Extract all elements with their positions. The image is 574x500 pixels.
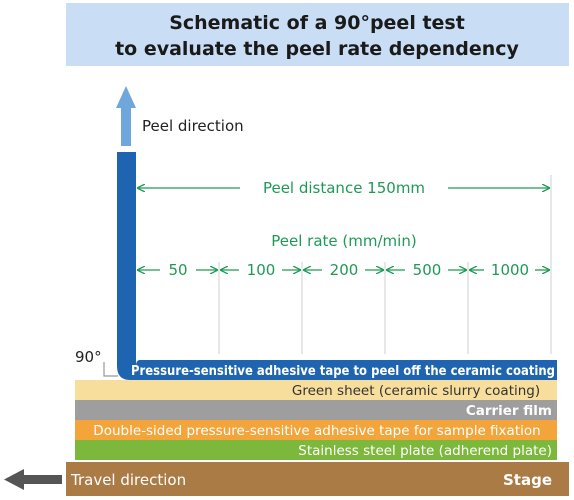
rate-boundary-lines	[218, 175, 552, 354]
stage-layer	[66, 462, 569, 496]
peel-rate-value: 200	[330, 261, 359, 279]
travel-direction-arrow-icon	[4, 469, 62, 490]
title-line-2: to evaluate the peel rate dependency	[115, 38, 519, 60]
angle-bracket	[103, 362, 118, 377]
green-sheet-layer	[75, 380, 557, 400]
peel-rate-segment-5: 1000	[470, 261, 549, 279]
double-sided-tape-label: Double-sided pressure-sensitive adhesive…	[93, 423, 540, 439]
peel-rate-value: 1000	[491, 261, 529, 279]
double-sided-tape-layer	[75, 420, 557, 440]
peel-rate-value: 50	[168, 261, 187, 279]
peel-distance-label: Peel distance 150mm	[263, 179, 425, 197]
peel-rate-segment-2: 100	[221, 261, 300, 279]
carrier-film-label: Carrier film	[466, 403, 552, 419]
peel-rate-segment-3: 200	[304, 261, 383, 279]
steel-plate-layer	[75, 440, 557, 460]
peel-direction-label: Peel direction	[142, 117, 244, 135]
peel-direction-arrow-icon	[116, 86, 136, 146]
tape-layer-label: Pressure-sensitive adhesive tape to peel…	[131, 363, 555, 379]
title-box	[66, 3, 569, 66]
title-line-1: Schematic of a 90°peel test	[169, 12, 465, 34]
steel-plate-label: Stainless steel plate (adherend plate)	[298, 443, 552, 459]
peel-rate-value: 500	[413, 261, 442, 279]
peel-rate-label: Peel rate (mm/min)	[271, 232, 416, 250]
peel-distance-annotation: Peel distance 150mm	[138, 179, 549, 197]
peel-rate-segment-1: 50	[138, 261, 217, 279]
green-sheet-label: Green sheet (ceramic slurry coating)	[292, 383, 540, 399]
peel-rate-value: 100	[247, 261, 276, 279]
stage-label: Stage	[503, 471, 552, 489]
travel-direction-label: Travel direction	[70, 471, 186, 489]
peel-rate-segment-4: 500	[387, 261, 466, 279]
angle-label: 90°	[75, 348, 102, 366]
carrier-film-layer	[75, 400, 557, 420]
